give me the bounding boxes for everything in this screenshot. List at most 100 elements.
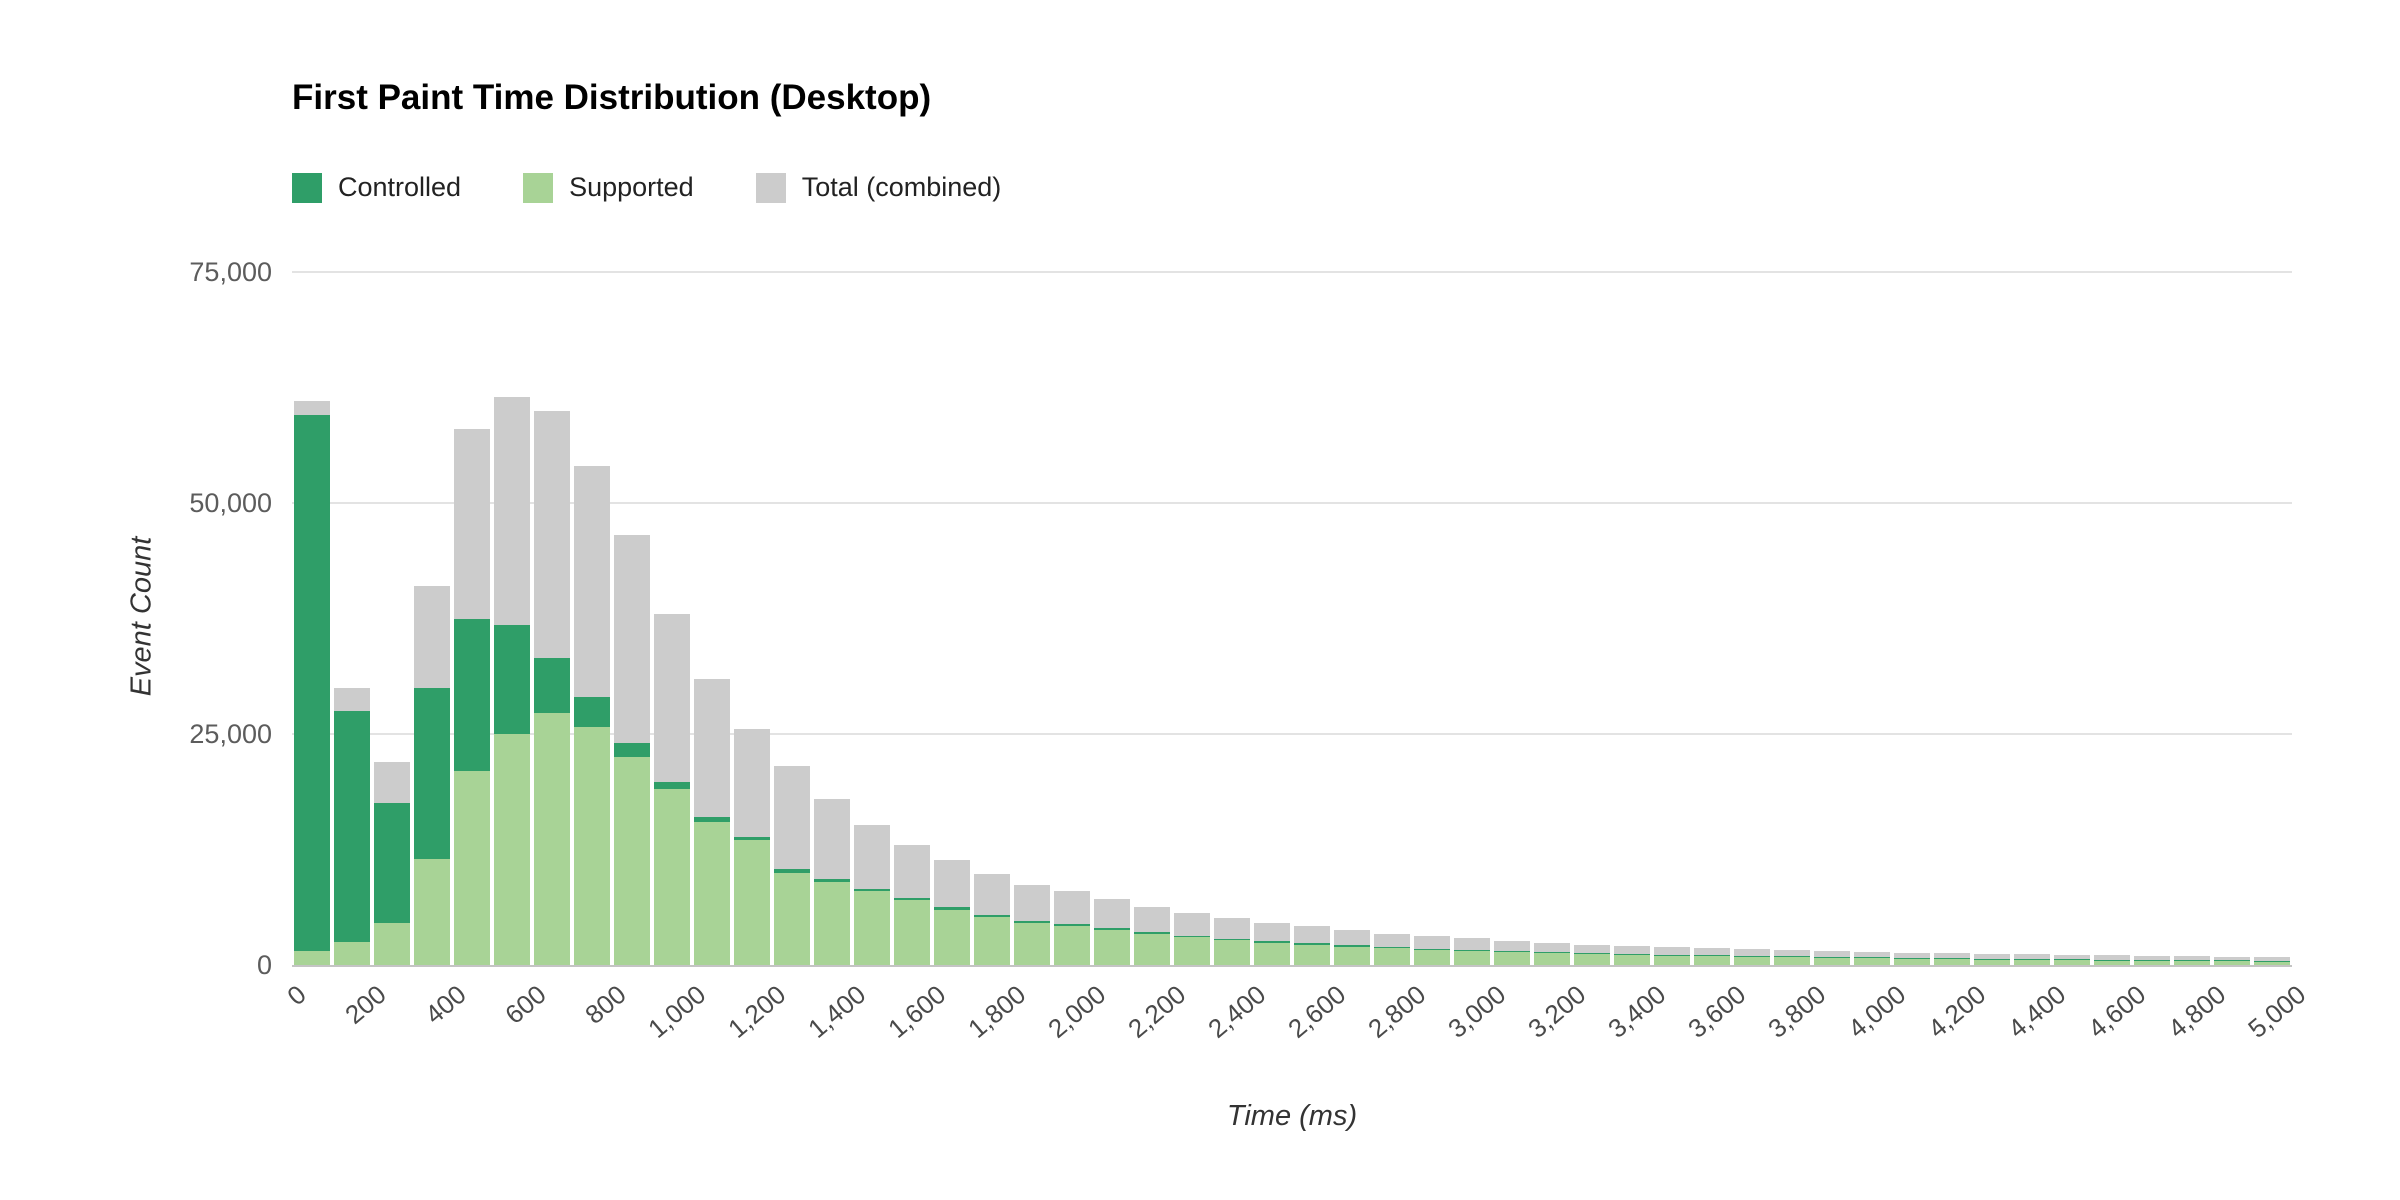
bar-controlled	[694, 817, 730, 822]
bar-supported	[1414, 950, 1450, 965]
bar-supported	[1014, 922, 1050, 965]
bar-supported	[2094, 960, 2130, 965]
bar-controlled	[734, 836, 770, 841]
x-tick-label: 5,000	[2242, 979, 2312, 1044]
legend-swatch-total	[755, 172, 786, 203]
bar-supported	[974, 916, 1010, 965]
bar-controlled	[1374, 947, 1410, 949]
bar-supported	[454, 770, 490, 965]
bar-controlled	[1574, 952, 1610, 954]
bar-controlled	[1854, 957, 1890, 959]
x-tick-label: 2,200	[1122, 979, 1192, 1044]
bar-controlled	[974, 914, 1010, 917]
legend-item-supported: Supported	[523, 172, 694, 203]
bar-controlled	[414, 687, 450, 859]
bar-supported	[294, 951, 330, 965]
bar-controlled	[1254, 941, 1290, 943]
bar-supported	[1734, 956, 1770, 965]
bar-controlled	[1094, 928, 1130, 930]
bar-controlled	[2014, 959, 2050, 960]
bar-controlled	[1494, 950, 1530, 953]
bar-controlled	[1214, 938, 1250, 941]
bar-supported	[1894, 958, 1930, 965]
x-tick-label: 3,600	[1682, 979, 1752, 1044]
bar-controlled	[2174, 960, 2210, 961]
bar-supported	[1294, 944, 1330, 965]
legend-swatch-supported	[523, 172, 554, 203]
bar-controlled	[1934, 958, 1970, 959]
bar-supported	[2014, 959, 2050, 965]
bar-controlled	[1174, 935, 1210, 938]
x-axis-line	[292, 965, 2292, 967]
bar-controlled	[1334, 945, 1370, 947]
bar-supported	[2134, 960, 2170, 965]
bar-supported	[1534, 953, 1570, 965]
bar-supported	[654, 789, 690, 965]
x-tick-label: 2,000	[1042, 979, 1112, 1044]
bar-controlled	[2094, 959, 2130, 961]
x-tick-label: 2,400	[1202, 979, 1272, 1044]
bar-supported	[374, 923, 410, 965]
bar-controlled	[814, 879, 850, 882]
bar-supported	[494, 734, 530, 965]
bar-supported	[1094, 929, 1130, 965]
bar-controlled	[454, 618, 490, 771]
bar-supported	[1214, 940, 1250, 965]
bar-supported	[934, 909, 970, 965]
y-tick-label: 75,000	[189, 257, 272, 287]
x-tick-label: 2,800	[1362, 979, 1432, 1044]
bar-supported	[854, 891, 890, 965]
gridline-y-50000	[292, 502, 2292, 504]
x-tick-label: 1,600	[882, 979, 952, 1044]
bar-supported	[414, 858, 450, 965]
legend-item-total: Total (combined)	[755, 172, 1001, 203]
bar-supported	[814, 881, 850, 965]
bar-controlled	[494, 624, 530, 734]
bar-controlled	[1774, 956, 1810, 958]
gridline-y-25000	[292, 733, 2292, 735]
bar-supported	[1974, 959, 2010, 965]
bar-supported	[1694, 956, 1730, 965]
gridline-y-75000	[292, 271, 2292, 273]
chart-legend: Controlled Supported Total (combined)	[292, 172, 1001, 203]
x-tick-label: 4,600	[2082, 979, 2152, 1044]
bar-supported	[2254, 961, 2290, 965]
bar-controlled	[1294, 943, 1330, 945]
bar-controlled	[534, 658, 570, 713]
y-tick-label: 50,000	[189, 488, 272, 518]
legend-label-controlled: Controlled	[338, 172, 462, 202]
bar-supported	[2214, 960, 2250, 965]
bar-supported	[1374, 948, 1410, 965]
bar-supported	[2174, 960, 2210, 965]
bar-supported	[1614, 954, 1650, 965]
bar-controlled	[1454, 950, 1490, 952]
x-tick-label: 4,400	[2002, 979, 2072, 1044]
x-tick-label: 3,800	[1762, 979, 1832, 1044]
x-tick-label: 3,000	[1442, 979, 1512, 1044]
bar-controlled	[1974, 958, 2010, 960]
bar-supported	[1174, 937, 1210, 965]
bar-controlled	[1414, 949, 1450, 951]
bar-supported	[694, 821, 730, 965]
x-axis-title: Time (ms)	[1226, 1100, 1358, 1132]
x-tick-label: 3,200	[1522, 979, 1592, 1044]
bar-controlled	[774, 869, 810, 873]
x-tick-label: 2,600	[1282, 979, 1352, 1044]
bar-supported	[534, 712, 570, 965]
bar-supported	[1774, 957, 1810, 965]
bar-controlled	[1014, 920, 1050, 923]
bar-controlled	[1694, 955, 1730, 957]
bar-controlled	[614, 743, 650, 758]
plot-area: 0 200 400 600 800 1,000 1,200 1,400 1,600 1,800 2,…	[281, 271, 2311, 1044]
bar-controlled	[854, 888, 890, 892]
x-tick-label: 1,800	[962, 979, 1032, 1044]
bar-supported	[1574, 953, 1610, 965]
x-tick-label: 4,000	[1842, 979, 1912, 1044]
bar-supported	[574, 726, 610, 965]
bar-controlled	[294, 415, 330, 952]
bar-supported	[1934, 959, 1970, 965]
bar-controlled	[1054, 924, 1090, 927]
bar-supported	[1854, 958, 1890, 965]
x-tick-label: 0	[280, 979, 312, 1012]
